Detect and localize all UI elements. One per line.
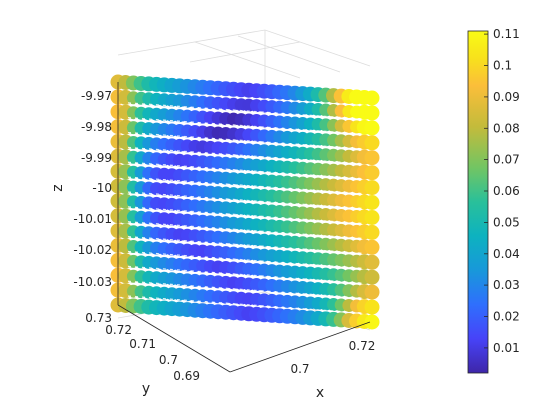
- colorbar-tick-label: 0.1: [493, 59, 512, 73]
- y-tick-label: 0.72: [105, 323, 132, 337]
- z-axis-label: z: [50, 184, 66, 191]
- scatter-point: [364, 314, 380, 330]
- z-tick-label: -10.03: [73, 275, 112, 289]
- scatter-point: [364, 180, 380, 196]
- colorbar-tick-label: 0.07: [493, 153, 520, 167]
- colorbar-tick-label: 0.09: [493, 90, 520, 104]
- z-tick-label: -9.99: [81, 151, 112, 165]
- z-tick-label: -9.98: [81, 120, 112, 134]
- x-tick-label: 0.7: [290, 362, 309, 376]
- colorbar-tick-label: 0.01: [493, 341, 520, 355]
- scatter-point: [364, 239, 380, 255]
- colorbar-tick-label: 0.06: [493, 184, 520, 198]
- scatter-points: [110, 74, 380, 330]
- scatter-point: [364, 90, 380, 106]
- z-axis: -9.97 -9.98 -9.99 -10 -10.01 -10.02 -10.…: [50, 89, 112, 289]
- y-tick-label: 0.7: [159, 353, 178, 367]
- scatter-point: [364, 284, 380, 300]
- axis-lines: [117, 82, 371, 373]
- scatter-point: [364, 269, 380, 285]
- colorbar-gradient: [467, 30, 489, 374]
- z-tick-label: -9.97: [81, 89, 112, 103]
- scatter-point: [364, 224, 380, 240]
- y-axis: 0.73 0.72 0.71 0.7 0.69 y: [85, 311, 200, 397]
- y-tick-label: 0.73: [85, 311, 112, 325]
- scatter-point: [364, 105, 380, 121]
- scatter-point: [364, 165, 380, 181]
- scatter-point: [364, 135, 380, 151]
- colorbar-tick-label: 0.04: [493, 247, 520, 261]
- scatter-point: [364, 210, 380, 225]
- colorbar: 0.11 0.1 0.09 0.08 0.07 0.06 0.05 0.04 0.03 0.02 0…: [467, 27, 520, 374]
- scatter-point: [364, 150, 380, 166]
- scatter-point: [364, 254, 380, 270]
- z-tick-label: -10.02: [73, 243, 112, 257]
- colorbar-tick-label: 0.08: [493, 121, 520, 135]
- x-tick-label: 0.72: [349, 339, 376, 353]
- x-axis-label: x: [316, 385, 324, 401]
- colorbar-tick-label: 0.02: [493, 310, 520, 324]
- x-axis: 0.7 0.72 x: [290, 339, 375, 401]
- scatter-point: [364, 120, 380, 136]
- scatter-point: [364, 299, 380, 315]
- y-tick-label: 0.71: [129, 337, 156, 351]
- y-tick-label: 0.69: [173, 369, 200, 383]
- scatter-point: [364, 195, 380, 210]
- colorbar-tick-label: 0.11: [493, 27, 520, 41]
- colorbar-tick-label: 0.03: [493, 278, 520, 292]
- colorbar-ticks: 0.11 0.1 0.09 0.08 0.07 0.06 0.05 0.04 0.03 0.02 0…: [484, 27, 520, 355]
- z-tick-label: -10.01: [73, 212, 112, 226]
- y-axis-label: y: [142, 381, 150, 397]
- z-tick-label: -10: [92, 181, 112, 195]
- colorbar-tick-label: 0.05: [493, 215, 520, 229]
